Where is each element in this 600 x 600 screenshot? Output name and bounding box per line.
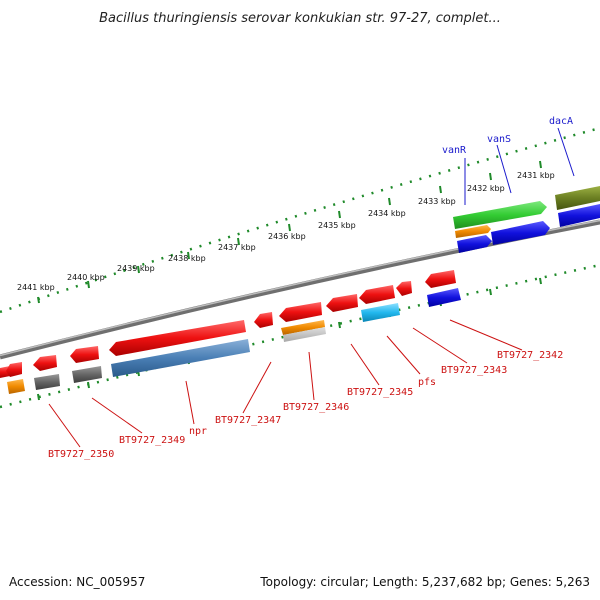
kbp-labels: 2441 kbp 2440 kbp 2439 kbp 2438 kbp 2437… (17, 171, 555, 292)
gene-label-BT9727_2342[interactable]: BT9727_2342 (497, 350, 563, 361)
gene-label-vanR[interactable]: vanR (442, 145, 467, 156)
reverse-label-leaders (48, 319, 523, 448)
inner-tick-ring (0, 263, 600, 409)
gene-reverse[interactable] (283, 327, 326, 342)
kbp-label: 2435 kbp (318, 221, 356, 230)
kbp-label: 2440 kbp (67, 273, 105, 282)
gene-reverse[interactable] (279, 302, 322, 322)
gene-reverse[interactable] (33, 355, 57, 371)
gene-reverse[interactable] (361, 303, 400, 322)
gene-label-BT9727_2345[interactable]: BT9727_2345 (347, 387, 413, 398)
gene-label-BT9727_2347[interactable]: BT9727_2347 (215, 415, 281, 426)
gene-forward[interactable] (453, 201, 547, 229)
gene-forward[interactable] (558, 204, 600, 227)
gene-label-dacA[interactable]: dacA (549, 116, 573, 127)
gene-reverse[interactable] (72, 366, 102, 383)
forward-label-leaders (464, 127, 575, 205)
gene-label-BT9727_2346[interactable]: BT9727_2346 (283, 402, 349, 413)
gene-label-vanS[interactable]: vanS (487, 134, 511, 145)
kbp-label: 2437 kbp (218, 243, 256, 252)
gene-reverse[interactable] (359, 285, 395, 304)
gene-forward[interactable] (455, 225, 491, 238)
gene-label-npr[interactable]: npr (189, 426, 207, 437)
kbp-label: 2434 kbp (368, 209, 406, 218)
reverse-genes (0, 270, 461, 394)
gene-reverse[interactable] (6, 362, 22, 377)
gene-reverse[interactable] (281, 320, 325, 335)
kbp-label: 2438 kbp (168, 254, 206, 263)
gene-reverse[interactable] (111, 339, 250, 377)
map-title: Bacillus thuringiensis serovar konkukian… (99, 11, 501, 26)
gene-reverse[interactable] (427, 288, 461, 307)
gene-label-BT9727_2349[interactable]: BT9727_2349 (119, 435, 185, 446)
gene-reverse[interactable] (326, 294, 358, 312)
gene-reverse[interactable] (254, 312, 273, 328)
gene-label-BT9727_2343[interactable]: BT9727_2343 (441, 365, 507, 376)
gene-forward[interactable] (555, 186, 600, 210)
gene-reverse[interactable] (70, 346, 99, 363)
gene-reverse[interactable] (425, 270, 456, 288)
kbp-label: 2433 kbp (418, 197, 456, 206)
gene-reverse[interactable] (7, 379, 25, 394)
accession-text: Accession: NC_005957 (9, 575, 145, 589)
kbp-label: 2431 kbp (517, 171, 555, 180)
gene-reverse[interactable] (396, 281, 412, 296)
gene-label-BT9727_2350[interactable]: BT9727_2350 (48, 449, 114, 460)
gene-forward[interactable] (457, 235, 492, 253)
topology-text: Topology: circular; Length: 5,237,682 bp… (259, 575, 590, 589)
gene-label-pfs[interactable]: pfs (418, 377, 436, 388)
gene-forward[interactable] (491, 221, 550, 245)
kbp-label: 2436 kbp (268, 232, 306, 241)
forward-genes (453, 186, 600, 253)
gene-reverse[interactable] (109, 320, 246, 356)
gene-reverse[interactable] (34, 374, 60, 390)
kbp-label: 2432 kbp (467, 184, 505, 193)
outer-major-ticks (37, 160, 542, 304)
kbp-label: 2441 kbp (17, 283, 55, 292)
kbp-label: 2439 kbp (117, 264, 155, 273)
